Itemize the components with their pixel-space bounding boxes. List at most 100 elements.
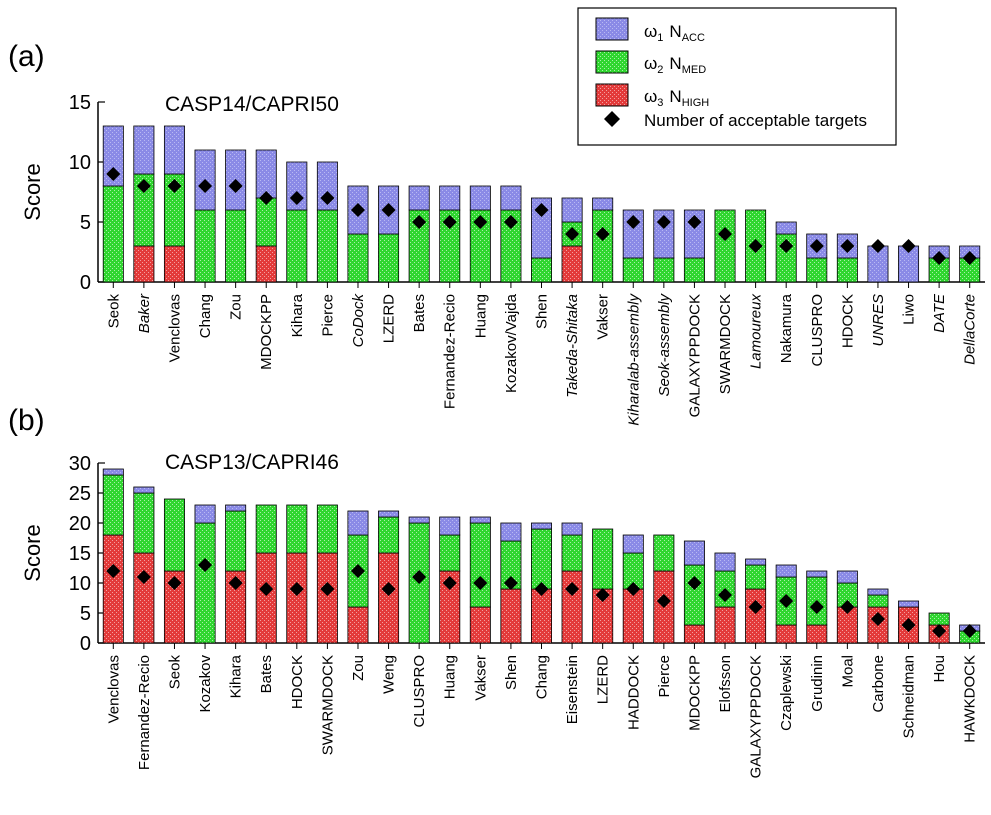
bar-segment-acc (469, 516, 491, 524)
bar-segment-med (102, 185, 124, 283)
bar-segment-acc (683, 540, 705, 566)
acceptable-targets-marker (962, 251, 977, 265)
bar-segment-acc (163, 125, 185, 175)
category-label: Kozakov/Vajda (503, 293, 520, 393)
category-label: Zou (228, 294, 245, 320)
bar-segment-med (531, 528, 552, 590)
bar-segment-med (806, 257, 828, 283)
y-tick-label: 5 (80, 603, 91, 625)
category-label: Kozakov (197, 655, 214, 713)
bar-segment-med (531, 257, 552, 283)
bar-segment-acc (867, 588, 889, 596)
bar-segment-acc (898, 600, 920, 608)
bar-segment-med (378, 516, 400, 554)
acceptable-targets-marker (748, 600, 763, 614)
category-label: Pierce (319, 294, 336, 337)
category-label: Czaplewski (778, 655, 795, 731)
acceptable-targets-marker (289, 582, 304, 596)
acceptable-targets-marker (289, 191, 304, 205)
acceptable-targets-marker (718, 588, 733, 602)
bar-segment-med (347, 233, 369, 283)
bar-segment-acc (102, 468, 124, 476)
category-label: Fernandez-Recio (442, 294, 459, 409)
bar-segment-acc (133, 486, 155, 494)
category-label: MDOCKPP (258, 294, 275, 370)
bar-segment-high (102, 534, 124, 644)
legend-label-marker: Number of acceptable targets (644, 111, 867, 130)
acceptable-targets-marker (198, 558, 213, 572)
acceptable-targets-marker (106, 167, 121, 181)
category-label: Seok-assembly (656, 293, 673, 397)
bar-segment-med (286, 209, 308, 283)
legend-marker-diamond (604, 111, 620, 127)
acceptable-targets-marker (901, 618, 916, 632)
category-label: Chang (534, 655, 551, 699)
acceptable-targets-marker (534, 582, 549, 596)
category-label: Nakamura (778, 293, 795, 363)
category-label: Vakser (472, 655, 489, 701)
bar-segment-acc (102, 125, 124, 187)
bar-segment-acc (408, 516, 430, 524)
acceptable-targets-marker (809, 600, 824, 614)
bar-segment-med (286, 504, 308, 554)
bar-segment-med (102, 474, 124, 536)
acceptable-targets-marker (840, 600, 855, 614)
acceptable-targets-marker (442, 576, 457, 590)
bar-segment-acc (194, 504, 216, 524)
category-label: SWARMDOCK (319, 655, 336, 755)
bar-segment-high (378, 552, 400, 644)
chart-title: CASP14/CAPRI50 (165, 93, 339, 116)
acceptable-targets-marker (228, 576, 243, 590)
y-tick-label: 5 (80, 212, 91, 234)
bar-segment-acc (561, 197, 583, 223)
acceptable-targets-marker (228, 179, 243, 193)
acceptable-targets-marker (198, 179, 213, 193)
acceptable-targets-marker (595, 588, 610, 602)
legend: ω1 NACC ω2 NMED ω3 NHIGH Number of acceptab… (577, 7, 897, 146)
bar-segment-high (255, 245, 277, 283)
category-label: Eisenstein (564, 655, 581, 724)
y-axis-label: Score (20, 163, 45, 220)
acceptable-targets-marker (779, 594, 794, 608)
acceptable-targets-marker (809, 239, 824, 253)
bar-segment-med (378, 233, 400, 283)
bar-segment-med (683, 564, 705, 626)
acceptable-targets-marker (565, 582, 580, 596)
acceptable-targets-marker (718, 227, 733, 241)
bar-segment-high (745, 588, 767, 644)
category-label: Huang (472, 294, 489, 338)
bar-segment-acc (806, 570, 828, 578)
acceptable-targets-marker (870, 612, 885, 626)
bar-segment-med (194, 522, 216, 644)
category-label: HADDOCK (625, 655, 642, 730)
acceptable-targets-marker (503, 576, 518, 590)
category-label: Schneidman (901, 655, 918, 738)
bar-segment-high (714, 606, 736, 644)
bar-segment-acc (561, 522, 583, 536)
bar-segment-med (225, 209, 247, 283)
acceptable-targets-marker (687, 215, 702, 229)
bar-segment-acc (408, 185, 430, 211)
bar-segment-med (714, 209, 736, 283)
bar-segment-acc (500, 185, 522, 211)
bar-segment-acc (714, 552, 736, 572)
category-label: Zou (350, 655, 367, 681)
acceptable-targets-marker (259, 582, 274, 596)
acceptable-targets-marker (350, 564, 365, 578)
y-tick-label: 0 (80, 633, 91, 655)
category-label: HAWKDOCK (962, 655, 979, 743)
legend-box (577, 7, 897, 146)
acceptable-targets-marker (473, 215, 488, 229)
category-label: GALAXYPPDOCK (748, 655, 765, 778)
bar-segment-med (439, 534, 461, 572)
acceptable-targets-marker (503, 215, 518, 229)
bar-segment-high (133, 245, 155, 283)
bar-segment-high (133, 552, 155, 644)
y-tick-label: 10 (69, 573, 91, 595)
chart-title: CASP13/CAPRI46 (165, 451, 339, 474)
category-label: DATE (931, 293, 948, 333)
category-label: DellaCorte (962, 294, 979, 365)
acceptable-targets-marker (870, 239, 885, 253)
bar-segment-high (531, 588, 552, 644)
